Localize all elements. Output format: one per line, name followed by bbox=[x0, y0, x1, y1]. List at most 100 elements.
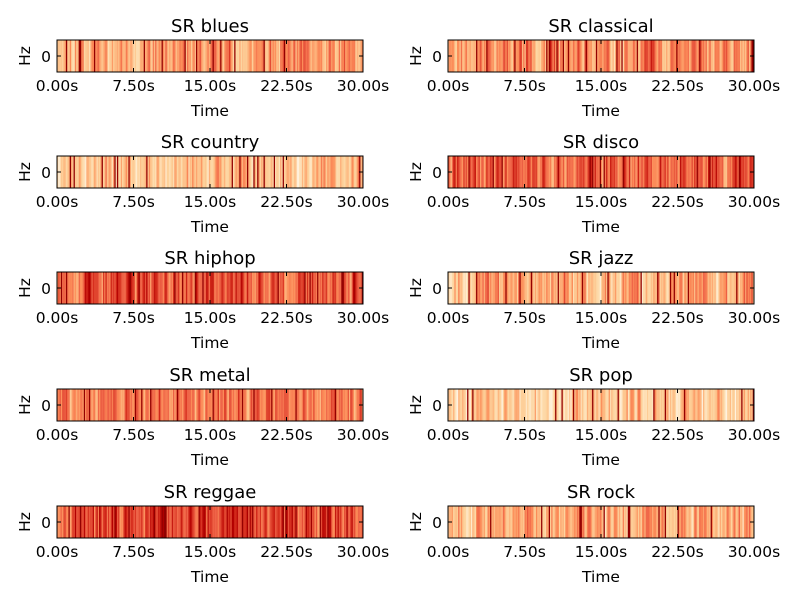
heatmap-cell bbox=[197, 40, 199, 72]
heatmap-cell bbox=[72, 156, 74, 188]
heatmap-cell bbox=[64, 40, 67, 72]
heatmap-cell bbox=[332, 272, 335, 304]
heatmap-cell bbox=[216, 506, 219, 538]
heatmap-cell bbox=[627, 389, 630, 421]
heatmap-cell bbox=[63, 156, 66, 188]
heatmap-cell bbox=[304, 389, 306, 421]
heatmap-cell bbox=[470, 40, 473, 72]
heatmap-cell bbox=[166, 272, 169, 304]
heatmap-cell bbox=[198, 272, 201, 304]
heatmap-cell bbox=[82, 156, 85, 188]
heatmap-cell bbox=[500, 506, 502, 538]
heatmap-cell bbox=[709, 506, 712, 538]
heatmap-cell bbox=[711, 389, 714, 421]
heatmap-cell bbox=[275, 389, 277, 421]
heatmap-cell bbox=[479, 272, 482, 304]
heatmap-cell bbox=[672, 156, 675, 188]
heatmap-cell bbox=[673, 272, 676, 304]
x-tick-label: 7.50s bbox=[112, 426, 155, 444]
heatmap-cell bbox=[257, 389, 259, 421]
heatmap-cell bbox=[318, 156, 321, 188]
heatmap-cell bbox=[276, 389, 278, 421]
heatmap-cell bbox=[511, 272, 514, 304]
x-axis-label: Time bbox=[581, 451, 620, 469]
heatmap-cell bbox=[747, 506, 750, 538]
heatmap-cell bbox=[569, 506, 571, 538]
heatmap-cell bbox=[193, 272, 196, 304]
heatmap-cell bbox=[546, 506, 548, 538]
heatmap-cell bbox=[611, 506, 613, 538]
heatmap-cell bbox=[315, 272, 318, 304]
heatmap-cell bbox=[632, 40, 635, 72]
heatmap-cell bbox=[354, 506, 356, 538]
heatmap-cell bbox=[583, 272, 585, 304]
heatmap-cell bbox=[136, 156, 138, 188]
heatmap-cell bbox=[76, 389, 78, 421]
x-axis-label: Time bbox=[190, 102, 229, 120]
heatmap-cell bbox=[736, 156, 738, 188]
x-tick-label: 30.00s bbox=[728, 309, 780, 327]
heatmap-cell bbox=[62, 40, 64, 72]
heatmap-cell bbox=[626, 272, 629, 304]
heatmap-cell bbox=[630, 389, 632, 421]
heatmap-cell bbox=[548, 156, 551, 188]
heatmap-cell bbox=[451, 506, 454, 538]
heatmap-cell bbox=[144, 156, 147, 188]
heatmap-cell bbox=[253, 156, 255, 188]
heatmap-cell bbox=[538, 506, 541, 538]
heatmap-cell bbox=[671, 272, 673, 304]
heatmap-cell bbox=[125, 272, 128, 304]
heatmap-cell bbox=[456, 506, 459, 538]
heatmap-cell bbox=[690, 272, 692, 304]
heatmap-cell bbox=[68, 389, 71, 421]
heatmap-cell bbox=[199, 272, 202, 304]
heatmap-cell bbox=[102, 506, 105, 538]
heatmap-cell bbox=[697, 40, 700, 72]
heatmap-cells bbox=[448, 389, 755, 421]
heatmap-cell bbox=[709, 272, 712, 304]
heatmap-cell bbox=[141, 272, 143, 304]
heatmap-cell bbox=[482, 272, 485, 304]
heatmap-cell bbox=[118, 156, 120, 188]
heatmap-cell bbox=[525, 156, 528, 188]
heatmap-cell bbox=[525, 272, 528, 304]
heatmap-cell bbox=[162, 156, 165, 188]
heatmap-cell bbox=[179, 506, 182, 538]
heatmap-cell bbox=[491, 272, 493, 304]
heatmap-cell bbox=[572, 40, 575, 72]
heatmap-cell bbox=[727, 272, 729, 304]
heatmap-cell bbox=[570, 506, 573, 538]
heatmap-cell bbox=[484, 40, 487, 72]
heatmap-cell bbox=[238, 156, 240, 188]
heatmap-cell bbox=[741, 272, 743, 304]
heatmap-cell bbox=[296, 156, 299, 188]
heatmap-cell bbox=[323, 389, 326, 421]
heatmap-cell bbox=[546, 272, 548, 304]
heatmap-cell bbox=[105, 156, 108, 188]
heatmap-cell bbox=[558, 156, 561, 188]
heatmap-cell bbox=[331, 156, 333, 188]
heatmap-cell bbox=[687, 389, 690, 421]
heatmap-cell bbox=[683, 272, 686, 304]
heatmap-cell bbox=[243, 272, 245, 304]
heatmap-cell bbox=[153, 389, 156, 421]
heatmap-cell bbox=[460, 272, 463, 304]
heatmap-cell bbox=[118, 389, 120, 421]
heatmap-cell bbox=[513, 156, 515, 188]
heatmap-cell bbox=[507, 506, 510, 538]
heatmap-cell bbox=[571, 272, 574, 304]
heatmap-cell bbox=[93, 40, 96, 72]
heatmap-cell bbox=[78, 389, 81, 421]
heatmap-cell bbox=[333, 389, 336, 421]
heatmap-cell bbox=[82, 506, 85, 538]
heatmap-cell bbox=[720, 156, 723, 188]
heatmap-cell bbox=[464, 389, 467, 421]
heatmap-cell bbox=[249, 156, 252, 188]
heatmap-cell bbox=[691, 156, 694, 188]
heatmap-cell bbox=[574, 156, 576, 188]
heatmap-cell bbox=[703, 40, 705, 72]
heatmap-cell bbox=[198, 389, 201, 421]
heatmap-cell bbox=[713, 40, 715, 72]
heatmap-cell bbox=[299, 156, 301, 188]
